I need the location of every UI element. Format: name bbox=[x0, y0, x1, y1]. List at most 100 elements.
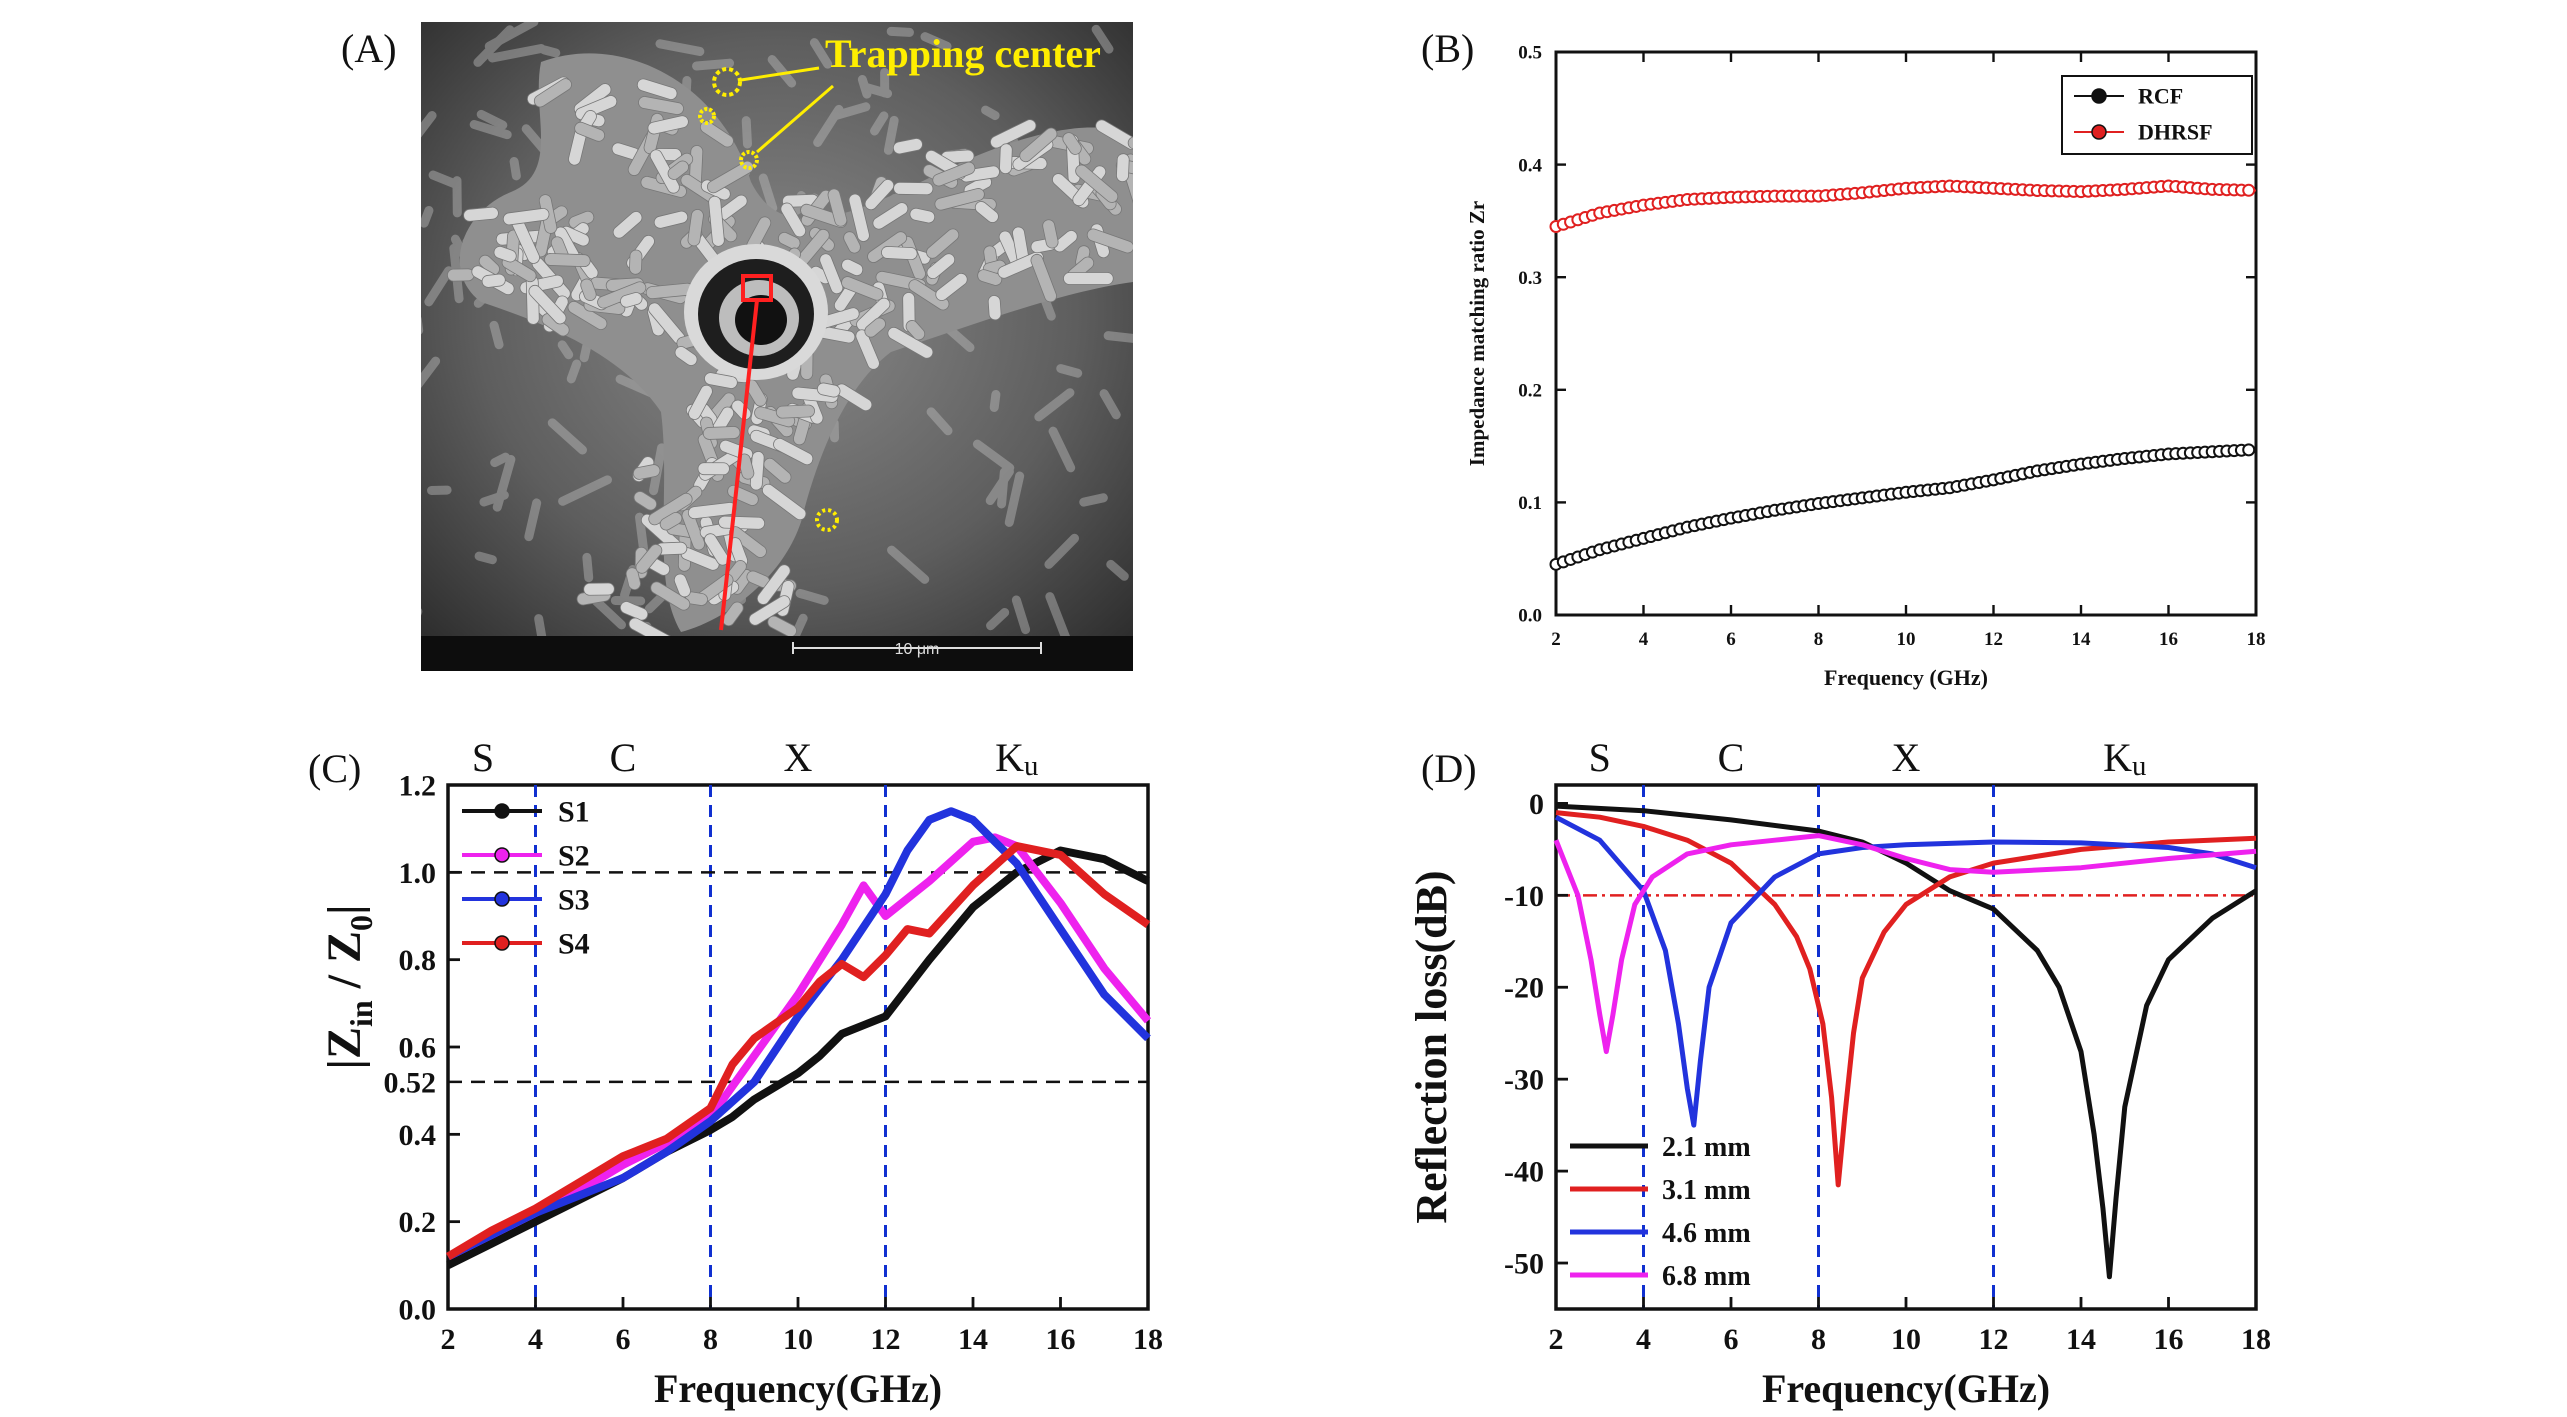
y-tick-label: -40 bbox=[1504, 1156, 1544, 1189]
trapping-marker-1 bbox=[712, 67, 742, 97]
x-tick-label: 12 bbox=[871, 1323, 901, 1356]
x-tick-label: 2 bbox=[1549, 1323, 1564, 1356]
x-tick-label: 6 bbox=[1726, 629, 1736, 650]
legend-label: RCF bbox=[2138, 84, 2183, 109]
legend-label: 6.8 mm bbox=[1662, 1261, 1751, 1292]
legend-label: S2 bbox=[558, 840, 590, 873]
band-label: X bbox=[784, 735, 813, 780]
legend-label: 2.1 mm bbox=[1662, 1132, 1751, 1163]
x-tick-label: 8 bbox=[703, 1323, 718, 1356]
x-axis-title: Frequency (GHz) bbox=[1824, 665, 1988, 690]
x-tick-label: 14 bbox=[2072, 629, 2092, 650]
series-line-S3 bbox=[446, 807, 1151, 1261]
y-tick-label: 0.2 bbox=[1518, 380, 1542, 401]
trapping-marker-3 bbox=[739, 150, 759, 170]
legend-marker bbox=[2091, 88, 2107, 104]
x-tick-label: 16 bbox=[2159, 629, 2178, 650]
legend-marker bbox=[494, 847, 510, 863]
x-tick-label: 2 bbox=[441, 1323, 456, 1356]
series-line-4.6-mm bbox=[1554, 814, 2257, 1128]
scale-bar-strip bbox=[421, 636, 1133, 671]
legend-marker bbox=[2091, 124, 2107, 140]
y-axis-title: Reflection loss(dB) bbox=[1407, 870, 1456, 1223]
red-marker-line bbox=[719, 299, 759, 631]
y-tick-label: 0.5 bbox=[1518, 43, 1542, 64]
x-tick-label: 8 bbox=[1814, 629, 1824, 650]
legend: 2.1 mm 3.1 mm 4.6 mm 6.8 mm bbox=[1570, 1132, 1751, 1292]
y-axis-title: Impedance matching ratio Zr bbox=[1465, 201, 1489, 466]
x-tick-label: 16 bbox=[1046, 1323, 1076, 1356]
legend-label: S1 bbox=[558, 796, 590, 829]
band-label: Ku bbox=[2103, 735, 2146, 782]
panel-b-label: (B) bbox=[1421, 26, 1475, 71]
x-tick-label: 18 bbox=[2241, 1323, 2271, 1356]
y-tick-label: 0.0 bbox=[399, 1294, 437, 1327]
x-tick-label: 14 bbox=[958, 1323, 988, 1356]
chart-D-group: 2 4 6 8 10 12 14 16 18 0 -10 -20 -30 -40 -50 S C X Ku 2.1 m… bbox=[1504, 735, 2271, 1356]
series-line-S4 bbox=[445, 842, 1151, 1261]
y-tick-label: 1.2 bbox=[399, 770, 437, 803]
chart-C-group: 2 4 6 8 10 12 14 16 18 0.0 0.2 0.4 0.6 0.8 1.0 1.2 0.52 S… bbox=[384, 735, 1164, 1356]
trapping-pointer-2 bbox=[756, 84, 834, 154]
y-tick-label: 1.0 bbox=[399, 857, 437, 890]
y-tick-label: 0.6 bbox=[399, 1032, 437, 1065]
y-tick-label: 0.4 bbox=[1518, 155, 1542, 176]
y-tick-label: 0.8 bbox=[399, 944, 437, 977]
sem-micrograph: Trapping center 10 μm bbox=[421, 22, 1133, 671]
x-tick-label: 14 bbox=[2066, 1323, 2096, 1356]
chart-B-group: 2 4 6 8 10 12 14 16 18 0.0 0.1 0.2 0.3 0.4 0.5 RCF DHRSF bbox=[1518, 43, 2265, 650]
legend-marker bbox=[494, 935, 510, 951]
x-axis-title: Frequency(GHz) bbox=[654, 1366, 942, 1411]
legend-marker bbox=[494, 891, 510, 907]
x-axis-title: Frequency(GHz) bbox=[1762, 1366, 2050, 1411]
x-tick-label: 6 bbox=[1724, 1323, 1739, 1356]
x-tick-label: 2 bbox=[1551, 629, 1561, 650]
legend: RCF DHRSF bbox=[2061, 75, 2253, 155]
y-tick-label: 0.4 bbox=[399, 1119, 437, 1152]
band-label: C bbox=[610, 735, 637, 780]
series-line-3.1-mm bbox=[1555, 810, 2257, 1188]
y-tick-label: 0.0 bbox=[1518, 606, 1542, 627]
band-label: Ku bbox=[995, 735, 1038, 782]
scale-bar-label: 10 μm bbox=[895, 641, 940, 658]
x-tick-label: 4 bbox=[1639, 629, 1649, 650]
sem-image: Trapping center 10 μm bbox=[421, 22, 1133, 671]
y-tick-label: 0.3 bbox=[1518, 268, 1542, 289]
legend-label: 4.6 mm bbox=[1662, 1218, 1751, 1249]
x-tick-label: 10 bbox=[1891, 1323, 1921, 1356]
y-tick-label: -30 bbox=[1504, 1064, 1544, 1097]
trapping-marker-2 bbox=[698, 107, 716, 125]
x-tick-label: 12 bbox=[1984, 629, 2003, 650]
x-tick-label: 4 bbox=[528, 1323, 543, 1356]
panel-d-label: (D) bbox=[1421, 746, 1477, 791]
y-tick-label: -20 bbox=[1504, 972, 1544, 1005]
series-marker bbox=[2242, 443, 2256, 457]
legend-label: S4 bbox=[558, 928, 590, 961]
y-tick-label: 0 bbox=[1529, 788, 1544, 821]
legend-label: DHRSF bbox=[2138, 120, 2213, 145]
band-label: S bbox=[1589, 735, 1611, 780]
panel-a-label: (A) bbox=[341, 26, 397, 71]
legend-marker bbox=[494, 803, 510, 819]
panel-c-label: (C) bbox=[308, 746, 362, 791]
x-tick-label: 10 bbox=[1897, 629, 1916, 650]
trapping-pointer-1 bbox=[740, 66, 820, 82]
y-tick-label: -10 bbox=[1504, 880, 1544, 913]
y-tick-label: 0.2 bbox=[399, 1206, 437, 1239]
legend: S1 S2 S3 S4 bbox=[462, 796, 590, 961]
x-tick-label: 6 bbox=[616, 1323, 631, 1356]
x-tick-label: 8 bbox=[1811, 1323, 1826, 1356]
trapping-marker-4 bbox=[815, 508, 839, 532]
legend-label: S3 bbox=[558, 884, 590, 917]
y-tick-label: 0.1 bbox=[1518, 493, 1542, 514]
series-line-6.8-mm bbox=[1553, 833, 2257, 1055]
y-axis-title: |Zin / Z0| bbox=[318, 904, 379, 1069]
x-tick-label: 18 bbox=[2247, 629, 2266, 650]
y-tick-label-extra: 0.52 bbox=[384, 1066, 437, 1099]
x-tick-label: 12 bbox=[1979, 1323, 2009, 1356]
legend-box bbox=[2061, 75, 2253, 155]
band-label: C bbox=[1718, 735, 1745, 780]
